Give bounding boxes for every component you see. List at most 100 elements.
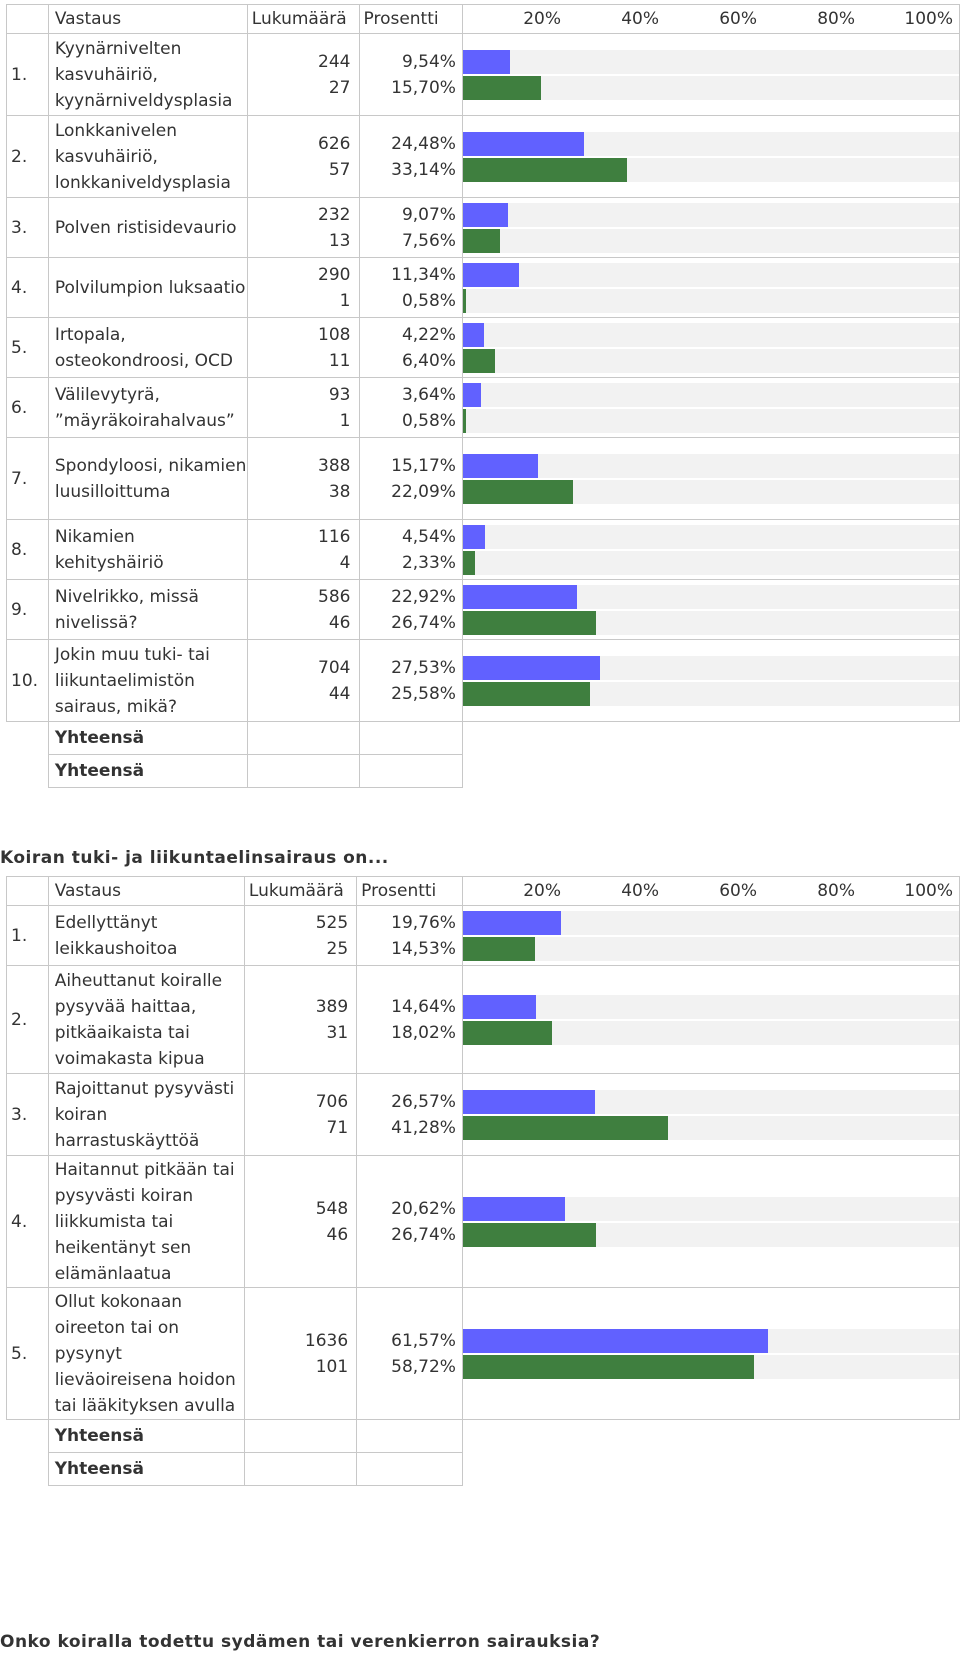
bar-series-1 [462,382,482,407]
bar-track [462,131,959,156]
count-value: 232 [318,204,351,225]
bar-track [462,584,959,609]
bar-cell [461,317,960,378]
bar-series-2 [462,408,466,433]
bar-series-1 [462,1328,769,1353]
answer-label: Polvilumpion luksaatio [47,257,248,318]
count-cell: 1636 101 [243,1287,358,1420]
bar-track [462,524,959,549]
total-blank [7,1420,49,1453]
percent-cell: 4,22% 6,40% [358,317,463,378]
section-title-3: Onko koiralla todettu sydämen tai verenk… [0,1632,601,1652]
row-number: 2. [6,115,49,198]
tick-label: 40% [621,881,659,901]
percent-cell: 9,54% 15,70% [358,33,463,116]
total-row: Yhteensä [7,754,960,788]
bar-series-2 [462,288,466,313]
count-value: 57 [328,159,351,180]
header-row: Vastaus Lukumäärä Prosentti 20% 40% 60% 80% 100… [6,4,960,34]
percent-value: 22,92% [391,586,456,607]
bar-track [462,288,959,313]
total-percent [358,721,463,755]
bar-series-2 [462,681,590,706]
bar-track [462,610,959,635]
bar-track [462,228,959,253]
bar-series-1 [462,910,561,935]
percent-value: 2,33% [401,552,456,573]
percent-value: 25,58% [391,683,456,704]
count-cell: 290 1 [246,257,360,318]
row-number: 6. [6,377,49,438]
bar-track [462,1089,959,1114]
tick-label: 80% [817,9,855,29]
percent-value: 26,74% [391,612,456,633]
answer-label: Irtopala, osteokondroosi, OCD [47,317,248,378]
bar-track [462,322,959,347]
count-value: 704 [318,657,351,678]
percent-cell: 14,64% 18,02% [356,965,463,1074]
count-value: 101 [315,1356,349,1377]
table-row: 10. Jokin muu tuki- tai liikuntaelimistön… [6,639,960,722]
count-cell: 525 25 [243,905,358,966]
bar-cell [461,1155,960,1288]
table-row: 6. Välilevytyrä, ”mäyräkoirahalvaus” 93 1 3,… [6,377,960,438]
count-value: 626 [318,133,351,154]
total-bar-blank [462,755,959,788]
percent-value: 26,74% [391,1224,456,1245]
percent-value: 26,57% [391,1091,456,1112]
section-title-2: Koiran tuki- ja liikuntaelinsairaus on..… [0,848,389,868]
percent-cell: 9,07% 7,56% [358,197,463,258]
tick-label: 100% [904,9,953,29]
total-blank [7,1453,49,1486]
bar-series-2 [462,610,596,635]
bar-cell [461,437,960,520]
answer-label: Nikamien kehityshäiriö [47,519,248,580]
count-value: 46 [326,1224,349,1245]
row-number: 3. [6,1073,49,1156]
bar-series-1 [462,453,539,478]
total-percent [356,1419,463,1453]
bar-track [462,994,959,1019]
count-cell: 388 38 [246,437,360,520]
tick-label: 80% [817,881,855,901]
table-row: 2. Aiheuttanut koiralle pysyvää haittaa, … [6,965,960,1074]
bar-track [462,655,959,680]
total-blank [7,722,49,755]
count-value: 13 [328,230,351,251]
percent-value: 3,64% [401,384,456,405]
total-label: Yhteensä [47,1452,245,1486]
answer-label: Ollut kokonaan oireeton tai on pysynyt l… [47,1287,245,1420]
total-row: Yhteensä [7,1419,960,1453]
bar-track [462,1196,959,1221]
tick-label: 40% [621,9,659,29]
row-number: 2. [6,965,49,1074]
table-row: 2. Lonkkanivelen kasvuhäiriö, lonkkanivel… [6,115,960,198]
bar-track [462,550,959,575]
total-label: Yhteensä [47,1419,245,1453]
total-count [243,1419,358,1453]
table-row: 1. Edellyttänyt leikkaushoitoa 525 25 19,76%… [6,905,960,966]
total-count [243,1452,358,1486]
bar-cell [461,1287,960,1420]
table-row: 1. Kyynärnivelten kasvuhäiriö, kyynärnive… [6,33,960,116]
total-percent [356,1452,463,1486]
percent-cell: 4,54% 2,33% [358,519,463,580]
count-value: 27 [328,77,351,98]
bar-cell [461,965,960,1074]
bar-series-2 [462,1222,596,1247]
count-value: 44 [328,683,351,704]
percent-cell: 27,53% 25,58% [358,639,463,722]
count-cell: 116 4 [246,519,360,580]
count-value: 1 [339,290,351,311]
bar-series-2 [462,479,573,504]
count-cell: 704 44 [246,639,360,722]
bar-cell [461,115,960,198]
bar-series-1 [462,994,536,1019]
percent-value: 9,07% [401,204,456,225]
percent-cell: 24,48% 33,14% [358,115,463,198]
total-count [246,754,360,788]
tick-label: 20% [523,881,561,901]
bar-track [462,382,959,407]
results-table-2: Vastaus Lukumäärä Prosentti 20% 40% 60% 80% 100… [6,876,960,1486]
percent-cell: 19,76% 14,53% [356,905,463,966]
